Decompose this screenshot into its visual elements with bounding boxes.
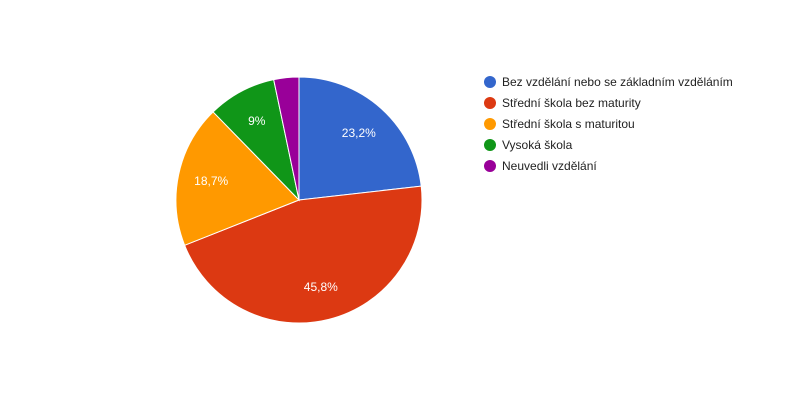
- legend-marker-3: [484, 139, 496, 151]
- legend-marker-1: [484, 97, 496, 109]
- slice-labels: 23,2% 45,8% 18,7% 9%: [194, 114, 376, 294]
- legend-label-1: Střední škola bez maturity: [502, 96, 641, 110]
- slice-label-3: 9%: [248, 114, 266, 128]
- pie-slice-4: [273, 76, 300, 201]
- slice-label-1: 45,8%: [304, 280, 338, 294]
- legend-marker-0: [484, 76, 496, 88]
- legend-marker-2: [484, 118, 496, 130]
- pie-slice-1: [183, 185, 423, 324]
- legend-label-4: Neuvedli vzdělání: [502, 159, 597, 173]
- legend: Bez vzdělání nebo se základním vzděláním…: [484, 75, 733, 173]
- slice-label-2: 18,7%: [194, 174, 228, 188]
- pie-slice-0: [298, 76, 422, 201]
- pie-slices: [175, 76, 423, 324]
- pie-slice-2: [175, 111, 300, 246]
- legend-label-3: Vysoká škola: [502, 138, 573, 152]
- legend-marker-4: [484, 160, 496, 172]
- legend-label-0: Bez vzdělání nebo se základním vzděláním: [502, 75, 733, 89]
- legend-label-2: Střední škola s maturitou: [502, 117, 635, 131]
- slice-label-0: 23,2%: [342, 126, 376, 140]
